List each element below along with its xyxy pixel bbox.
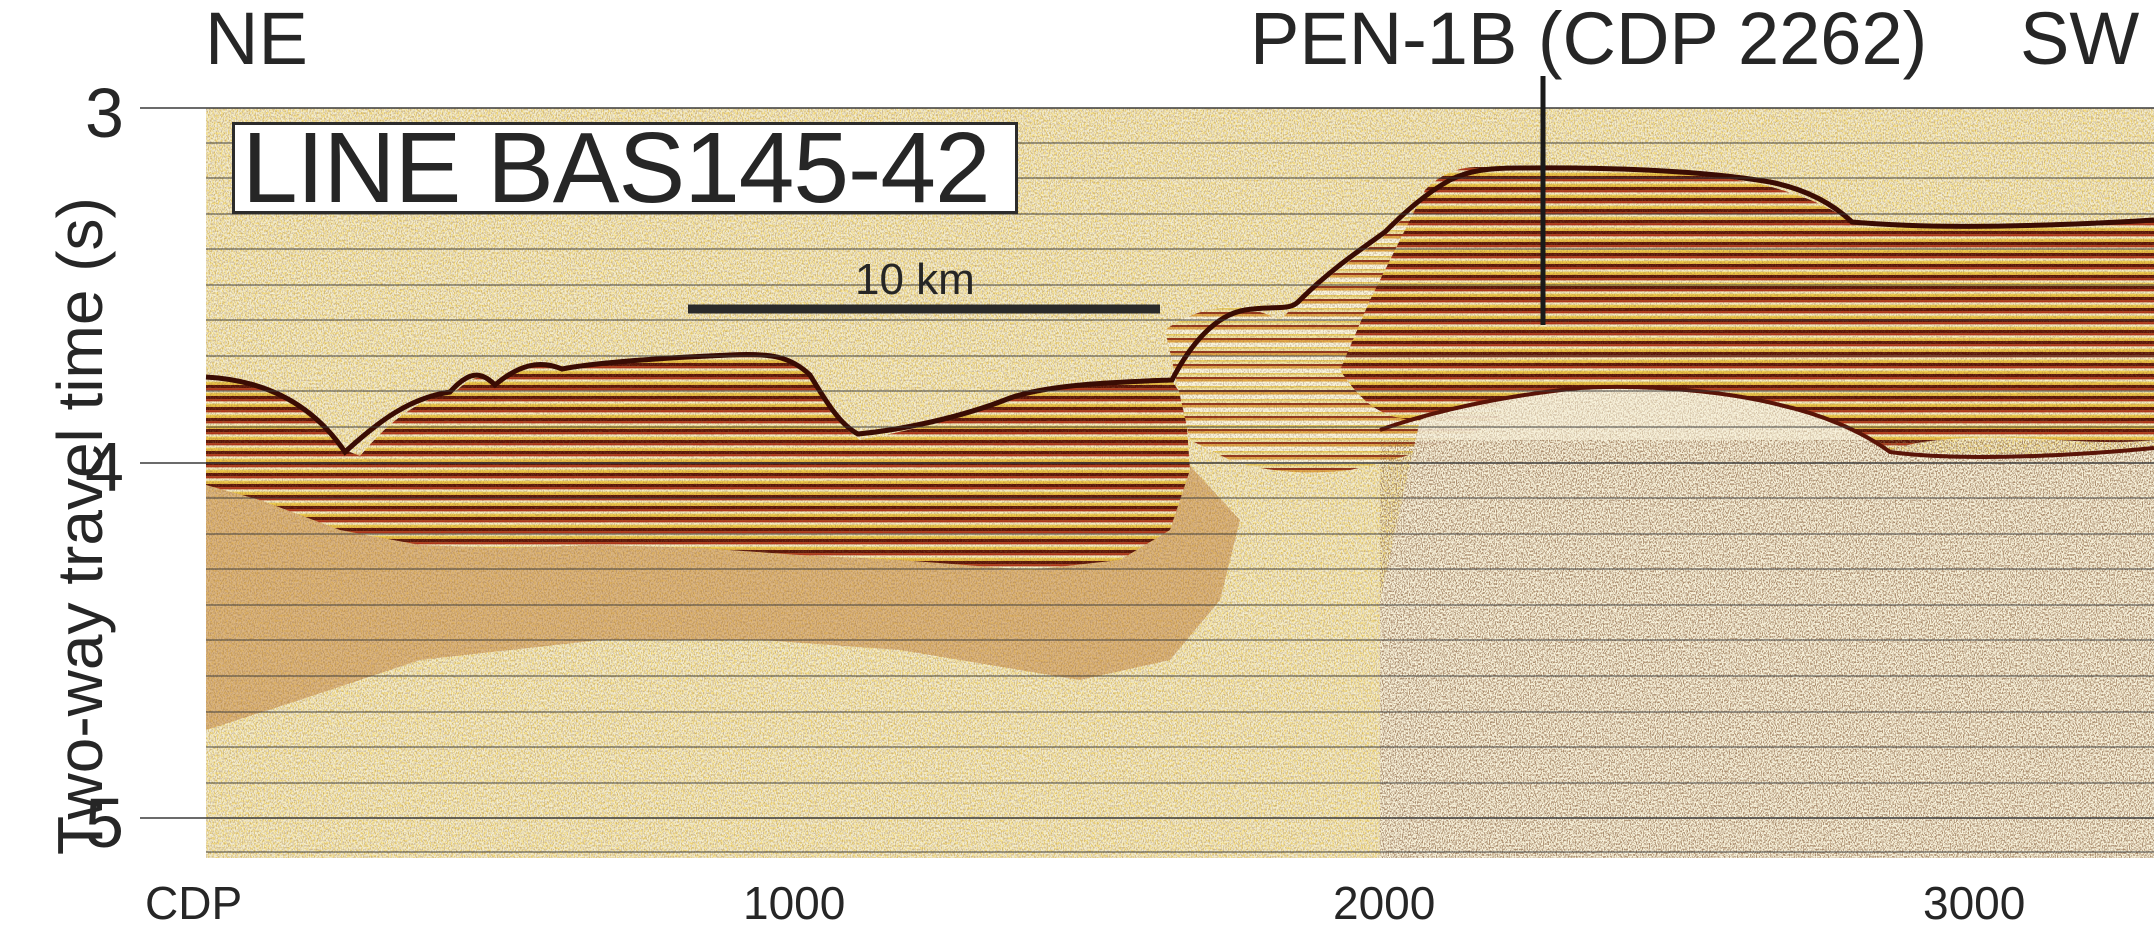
x-tick-label: 1000 bbox=[743, 877, 846, 929]
base-reflector bbox=[1379, 384, 2154, 459]
x-tick-label: CDP bbox=[145, 877, 243, 929]
direction-label-right: SW bbox=[2020, 0, 2140, 80]
x-tick-label: 3000 bbox=[1923, 877, 2026, 929]
y-tick-label: 4 bbox=[85, 428, 124, 506]
x-tick-label: 2000 bbox=[1333, 877, 1436, 929]
line-title: LINE BAS145-42 bbox=[242, 112, 991, 224]
scale-bar-label: 10 km bbox=[855, 255, 975, 304]
y-tick-label: 5 bbox=[85, 784, 124, 862]
seafloor-reflector bbox=[205, 165, 2154, 456]
direction-label-left: NE bbox=[205, 0, 308, 80]
y-tick-label: 3 bbox=[85, 74, 124, 152]
section-speckle bbox=[206, 108, 2154, 858]
well-label: PEN-1B (CDP 2262) bbox=[1250, 0, 1928, 80]
line-title-box bbox=[232, 122, 1018, 214]
y-axis-title: Two-way travel time (s) bbox=[44, 197, 116, 855]
